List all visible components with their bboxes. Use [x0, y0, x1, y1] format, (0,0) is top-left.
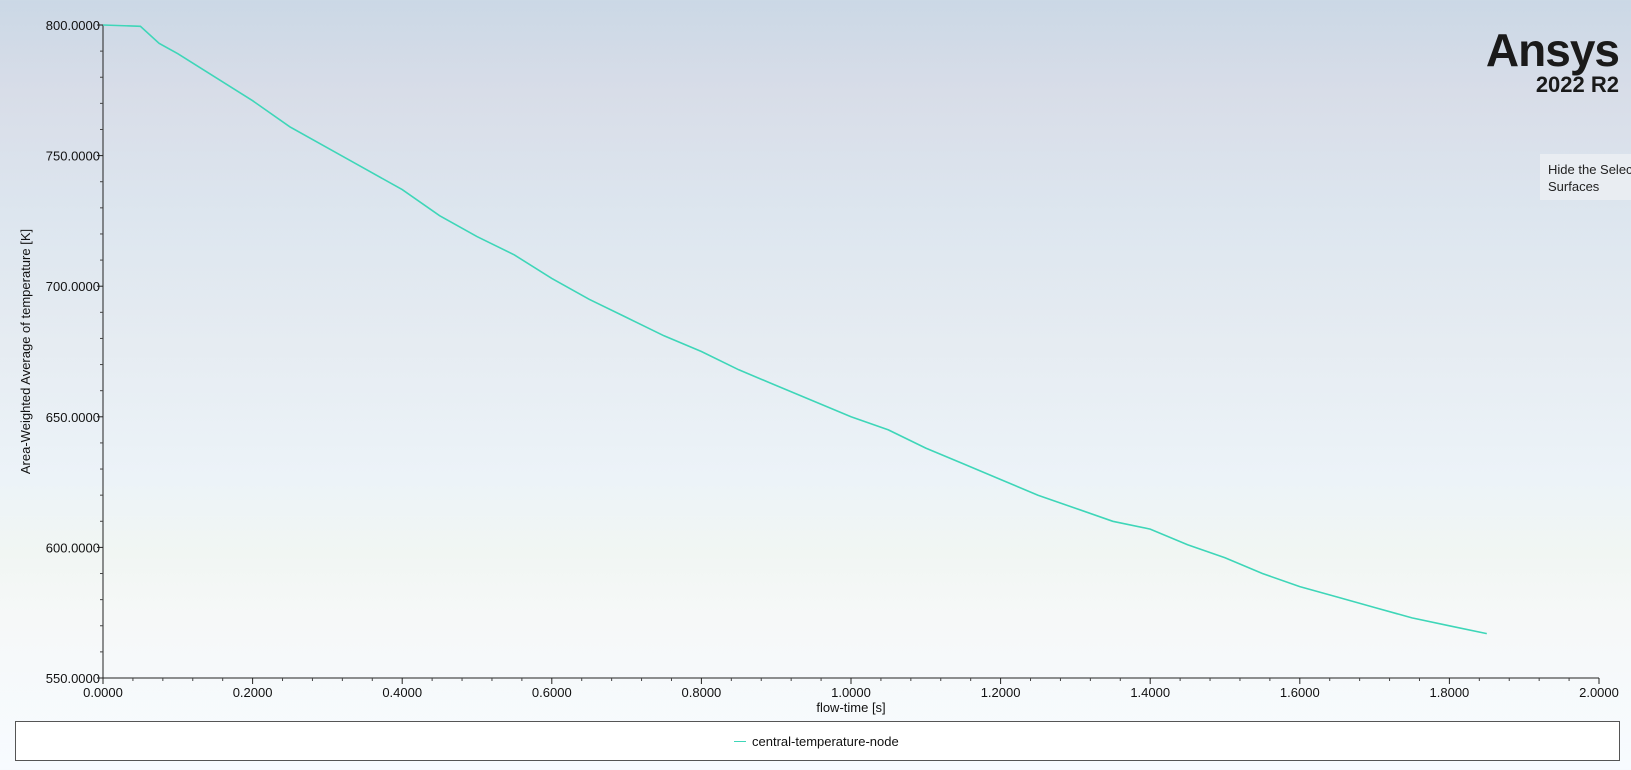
x-tick-label: 2.0000: [1579, 685, 1619, 700]
y-tick-label: 750.0000: [46, 149, 100, 164]
series-line-central-temperature-node: [102, 24, 1487, 635]
hide-surfaces-tooltip: Hide the Selec Surfaces: [1540, 154, 1631, 200]
axes-group: [97, 24, 1600, 684]
x-tick-label: 1.0000: [831, 685, 871, 700]
x-tick-label: 1.2000: [981, 685, 1021, 700]
legend-label: central-temperature-node: [752, 734, 899, 749]
brand-name: Ansys: [1485, 24, 1620, 76]
y-tick-label: 600.0000: [46, 540, 100, 555]
tooltip-line-2: Surfaces: [1548, 179, 1600, 194]
y-tick-label: 800.0000: [46, 18, 100, 33]
x-tick-label: 0.8000: [682, 685, 722, 700]
x-tick-label: 1.6000: [1280, 685, 1320, 700]
x-tick-label: 0.2000: [233, 685, 273, 700]
y-axis-title: Area-Weighted Average of temperature [K]: [18, 229, 33, 474]
x-tick-label: 1.4000: [1130, 685, 1170, 700]
y-tick-label: 650.0000: [46, 410, 100, 425]
tick-labels-group: 0.0000 0.2000 0.4000 0.6000 0.8000 1.0000 1.20…: [46, 18, 1619, 700]
legend-swatch: [734, 741, 746, 742]
brand-version: 2022 R2: [1535, 72, 1619, 97]
tooltip-line-1: Hide the Selec: [1548, 162, 1631, 177]
x-tick-label: 0.6000: [532, 685, 572, 700]
ansys-logo: Ansys 2022 R2: [1485, 24, 1620, 97]
x-tick-label: 0.0000: [83, 685, 123, 700]
y-tick-label: 700.0000: [46, 279, 100, 294]
x-tick-label: 0.4000: [382, 685, 422, 700]
legend: central-temperature-node: [15, 721, 1620, 761]
legend-entry[interactable]: central-temperature-node: [734, 734, 899, 749]
y-tick-label: 550.0000: [46, 671, 100, 686]
temperature-line-chart: 0.0000 0.2000 0.4000 0.6000 0.8000 1.0000 1.20…: [18, 18, 1619, 715]
x-axis-title: flow-time [s]: [816, 700, 885, 715]
x-tick-label: 1.8000: [1430, 685, 1470, 700]
